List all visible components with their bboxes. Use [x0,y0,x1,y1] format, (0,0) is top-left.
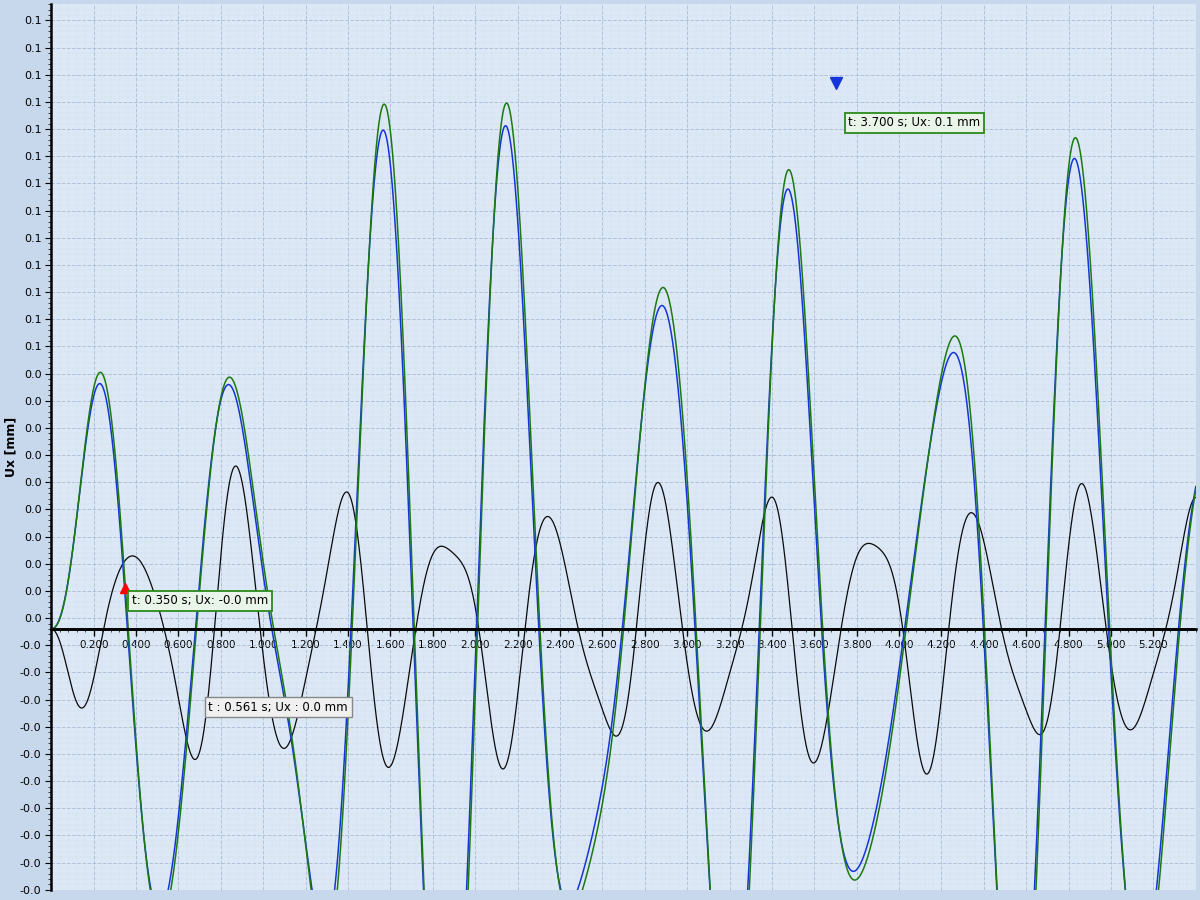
Y-axis label: Ux [mm]: Ux [mm] [4,417,17,477]
Text: t : 0.561 s; Ux : 0.0 mm: t : 0.561 s; Ux : 0.0 mm [209,700,348,714]
Text: t: 0.350 s; Ux: -0.0 mm: t: 0.350 s; Ux: -0.0 mm [132,594,268,608]
Text: t: 3.700 s; Ux: 0.1 mm: t: 3.700 s; Ux: 0.1 mm [848,116,980,130]
